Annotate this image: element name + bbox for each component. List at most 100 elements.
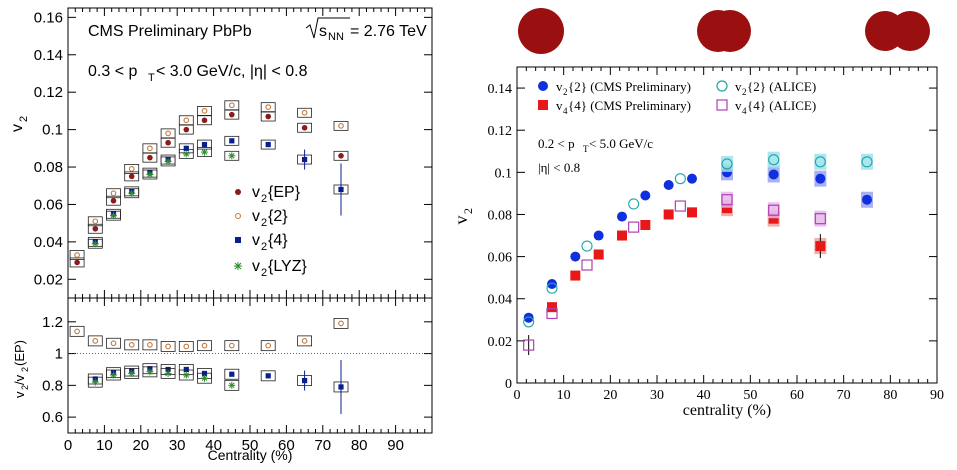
systematic-box bbox=[178, 115, 194, 126]
x-tick-label: 30 bbox=[169, 437, 186, 454]
systematic-band bbox=[721, 191, 733, 208]
systematic-box bbox=[297, 122, 313, 133]
point-cms4 bbox=[663, 209, 674, 220]
legend-entry-lyz: v 2 {LYZ} bbox=[234, 258, 308, 279]
systematic-box bbox=[197, 372, 212, 384]
y-tick-label: 0.12 bbox=[488, 124, 513, 139]
systematic-box bbox=[142, 339, 158, 351]
y-tick-label: 0.06 bbox=[488, 251, 513, 266]
point-alice2 bbox=[581, 240, 593, 252]
svg-text:{EP}: {EP} bbox=[268, 184, 301, 201]
point-lyz bbox=[201, 148, 208, 156]
point-ratio2 bbox=[128, 342, 135, 348]
ylabel-main: v bbox=[9, 124, 26, 132]
point-alice2 bbox=[546, 282, 558, 294]
point-cms2 bbox=[663, 179, 674, 190]
systematic-box bbox=[160, 156, 176, 167]
systematic-box bbox=[224, 100, 240, 111]
point-ep bbox=[147, 154, 153, 161]
point-ratio2 bbox=[165, 343, 171, 350]
systematic-box bbox=[224, 379, 240, 391]
point-cms2 bbox=[815, 173, 826, 184]
svg-text:0.2 < p: 0.2 < p bbox=[538, 136, 575, 151]
point-ratiolyz bbox=[164, 369, 172, 377]
left-top-frame bbox=[67, 7, 433, 299]
point-ratio4 bbox=[165, 366, 171, 373]
energy-sqrt: s bbox=[319, 23, 327, 40]
systematic-box bbox=[260, 340, 276, 352]
x-tick-label: 30 bbox=[650, 388, 664, 403]
y-tick-label: 0.14 bbox=[34, 47, 63, 64]
x-tick-label: 80 bbox=[883, 388, 897, 403]
point-ep bbox=[128, 173, 135, 180]
y-tick-label: 0.8 bbox=[42, 377, 63, 394]
point-cms4 bbox=[768, 213, 779, 224]
point-ratio2 bbox=[301, 338, 308, 344]
cuts-b: < 3.0 GeV/c, |η| < 0.8 bbox=[156, 63, 308, 80]
systematic-box bbox=[142, 169, 158, 180]
point-lyz bbox=[146, 171, 154, 179]
svg-text:4: 4 bbox=[563, 106, 568, 116]
systematic-box bbox=[87, 223, 103, 234]
point-two bbox=[165, 130, 171, 137]
systematic-box bbox=[124, 188, 140, 199]
svg-text:{2} (ALICE): {2} (ALICE) bbox=[747, 79, 816, 94]
point-cms2 bbox=[617, 211, 627, 222]
right-panel: 0 0.02 0.04 0.06 0.08 0.1 0.12 0.14 0 10 20 30 40 50… bbox=[451, 66, 944, 419]
point-cms2 bbox=[523, 312, 534, 323]
y-tick-label: 0.04 bbox=[34, 234, 63, 251]
point-cms4 bbox=[617, 230, 627, 241]
point-ep bbox=[165, 139, 171, 146]
svg-text:2: 2 bbox=[261, 241, 267, 253]
systematic-box bbox=[260, 139, 276, 150]
x-tick-label: 10 bbox=[96, 437, 113, 454]
systematic-band bbox=[814, 210, 827, 227]
systematic-box bbox=[333, 150, 349, 161]
point-ratio4 bbox=[265, 373, 271, 379]
point-four bbox=[265, 141, 271, 148]
point-alice2 bbox=[674, 173, 686, 185]
point-two bbox=[128, 166, 135, 172]
systematic-box bbox=[160, 341, 176, 352]
point-ratio4 bbox=[229, 371, 235, 377]
systematic-box bbox=[178, 369, 194, 381]
cuts-label: 0.3 < p T < 3.0 GeV/c, |η| < 0.8 bbox=[88, 63, 308, 84]
svg-text:(EP): (EP) bbox=[12, 340, 27, 366]
point-cms4 bbox=[722, 203, 732, 214]
systematic-box bbox=[69, 257, 85, 268]
right-legend: v 2 {2} (CMS Preliminary) v 2 {2} (ALICE… bbox=[538, 79, 816, 116]
point-four bbox=[201, 141, 208, 148]
systematic-box bbox=[260, 102, 276, 113]
systematic-band bbox=[721, 155, 733, 172]
systematic-box bbox=[197, 147, 212, 157]
point-ep bbox=[338, 153, 344, 159]
point-cms2 bbox=[570, 251, 581, 262]
point-ratiolyz bbox=[201, 374, 208, 382]
left-bottom-marks bbox=[69, 318, 349, 414]
legend-entry-ep: v 2 {EP} bbox=[235, 184, 301, 205]
point-cms4 bbox=[640, 220, 651, 230]
point-ratio4 bbox=[183, 366, 189, 373]
svg-text:v: v bbox=[556, 98, 563, 113]
svg-text:2: 2 bbox=[20, 367, 30, 372]
point-ratio2 bbox=[92, 338, 99, 344]
point-alice2 bbox=[768, 154, 780, 166]
systematic-box bbox=[106, 195, 121, 206]
point-ratio2 bbox=[110, 340, 117, 347]
point-ratiolyz bbox=[128, 369, 136, 377]
systematic-box bbox=[69, 250, 85, 260]
svg-text:2: 2 bbox=[261, 267, 267, 279]
systematic-box bbox=[333, 318, 349, 329]
point-ratio4 bbox=[302, 377, 308, 384]
systematic-box bbox=[297, 335, 313, 347]
point-alice4 bbox=[628, 221, 640, 233]
point-ep bbox=[201, 117, 208, 124]
systematic-box bbox=[87, 238, 103, 249]
systematic-box bbox=[106, 337, 121, 349]
y-tick-label: 0.02 bbox=[488, 335, 513, 350]
systematic-box bbox=[87, 376, 103, 388]
energy-value: = 2.76 TeV bbox=[350, 23, 427, 40]
point-cms4 bbox=[815, 241, 826, 252]
point-two bbox=[147, 145, 153, 152]
